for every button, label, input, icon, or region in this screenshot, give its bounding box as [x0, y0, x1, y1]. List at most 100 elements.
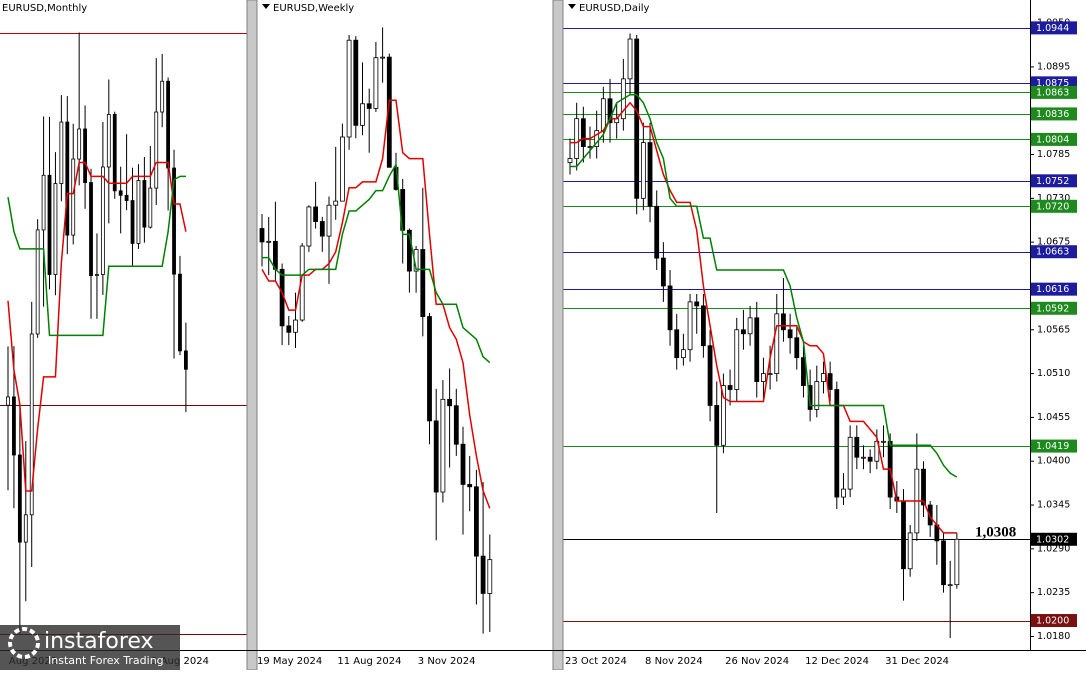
candle-body [106, 114, 111, 168]
candle-body [124, 194, 129, 201]
candle-body [741, 329, 746, 335]
x-tick-label: 26 Nov 2024 [725, 656, 789, 667]
level-box [1031, 301, 1077, 315]
candle-body [17, 454, 22, 543]
indicator-line [7, 175, 186, 337]
level-label: 1.0592 [1036, 303, 1069, 314]
candle-body [827, 373, 833, 390]
level-label: 1.0302 [1036, 534, 1069, 545]
candle-body [707, 345, 713, 406]
candle-body [874, 440, 880, 462]
level-box [1031, 85, 1077, 99]
candle-body [339, 136, 345, 202]
candle-body [761, 373, 766, 382]
candle-body [366, 103, 372, 109]
x-tick-label: 1 Aug 2024 [151, 656, 209, 667]
candle-body [440, 398, 446, 493]
candle-body [313, 206, 319, 222]
candle-body [480, 555, 486, 594]
candle-body [487, 559, 493, 594]
candle-body [420, 249, 426, 317]
candle-body [854, 436, 860, 458]
candle-body [473, 486, 479, 557]
candle-body [901, 500, 906, 570]
indicator-line [261, 99, 491, 509]
candle-body [594, 130, 600, 147]
candle-body [89, 182, 93, 276]
candle-body [346, 39, 352, 138]
candle-body [867, 456, 873, 462]
y-tick-label: 1.0730 [1037, 193, 1070, 204]
candle-body [360, 103, 365, 126]
indicator-line [7, 161, 187, 492]
candle-body [680, 349, 686, 359]
candle-body [272, 240, 278, 270]
candle-body [112, 114, 117, 192]
indicator-line [262, 161, 491, 364]
candle-body [286, 325, 292, 333]
y-tick-label: 1.0510 [1037, 368, 1070, 379]
candle-body [781, 313, 786, 331]
level-label: 1.0200 [1036, 616, 1069, 627]
level-label: 1.0616 [1036, 284, 1069, 295]
candle-body [714, 405, 720, 446]
level-box [1031, 107, 1077, 121]
watermark-brand: instaforex [44, 629, 154, 654]
level-box [1031, 282, 1077, 296]
candle-body [160, 80, 165, 113]
level-box [1031, 174, 1077, 188]
candle-body [907, 532, 913, 570]
candle-body [53, 183, 58, 275]
candle-body [118, 190, 123, 196]
candle-body [847, 436, 853, 490]
candle-body [634, 38, 640, 199]
candle-body [834, 389, 840, 498]
candle-body [947, 584, 953, 587]
y-tick-label: 1.0400 [1037, 456, 1070, 467]
candle-body [35, 229, 40, 335]
y-tick-label: 1.0675 [1037, 237, 1070, 248]
panel-title: EURUSD,Daily [579, 3, 650, 14]
candle-body [607, 98, 613, 124]
candle-body [447, 398, 453, 407]
level-box [1031, 245, 1077, 259]
candle-body [954, 538, 960, 586]
candle-body [326, 204, 332, 237]
candle-body [77, 128, 82, 160]
candle-body [667, 285, 673, 331]
candle-body [754, 317, 760, 382]
x-tick-label: 11 Aug 2024 [337, 656, 401, 667]
candle-body [380, 56, 386, 59]
level-box [1031, 532, 1077, 546]
x-tick-label: 12 Dec 2024 [805, 656, 869, 667]
level-label: 1.0836 [1036, 109, 1069, 120]
level-label: 1.0944 [1036, 23, 1069, 34]
candle-body [747, 317, 753, 335]
candle-body [306, 206, 312, 247]
x-tick-label: 3 Nov 2024 [418, 656, 476, 667]
indicator-line [570, 94, 958, 478]
candle-body [640, 142, 646, 199]
level-label: 1.0863 [1036, 87, 1069, 98]
level-box [1031, 199, 1077, 213]
candle-body [178, 273, 182, 352]
watermark-tagline: Instant Forex Trading [48, 654, 164, 667]
candle-body [373, 57, 379, 109]
candle-body [353, 39, 359, 126]
candle-body [166, 80, 171, 169]
indicator-line [570, 101, 957, 534]
y-tick-label: 1.0180 [1037, 631, 1070, 642]
level-label: 1.0804 [1036, 134, 1069, 145]
panel-separator [552, 0, 564, 671]
candle-body [71, 158, 76, 236]
menu-arrow [262, 4, 270, 9]
candle-body [427, 316, 432, 422]
level-box [1031, 614, 1077, 628]
candle-body [154, 111, 159, 189]
candle-body [59, 121, 64, 184]
y-tick-label: 1.0895 [1037, 61, 1070, 72]
level-box [1031, 439, 1077, 453]
x-tick-label: 19 May 2024 [257, 656, 322, 667]
candle-body [861, 456, 866, 459]
candle-body [460, 443, 466, 485]
